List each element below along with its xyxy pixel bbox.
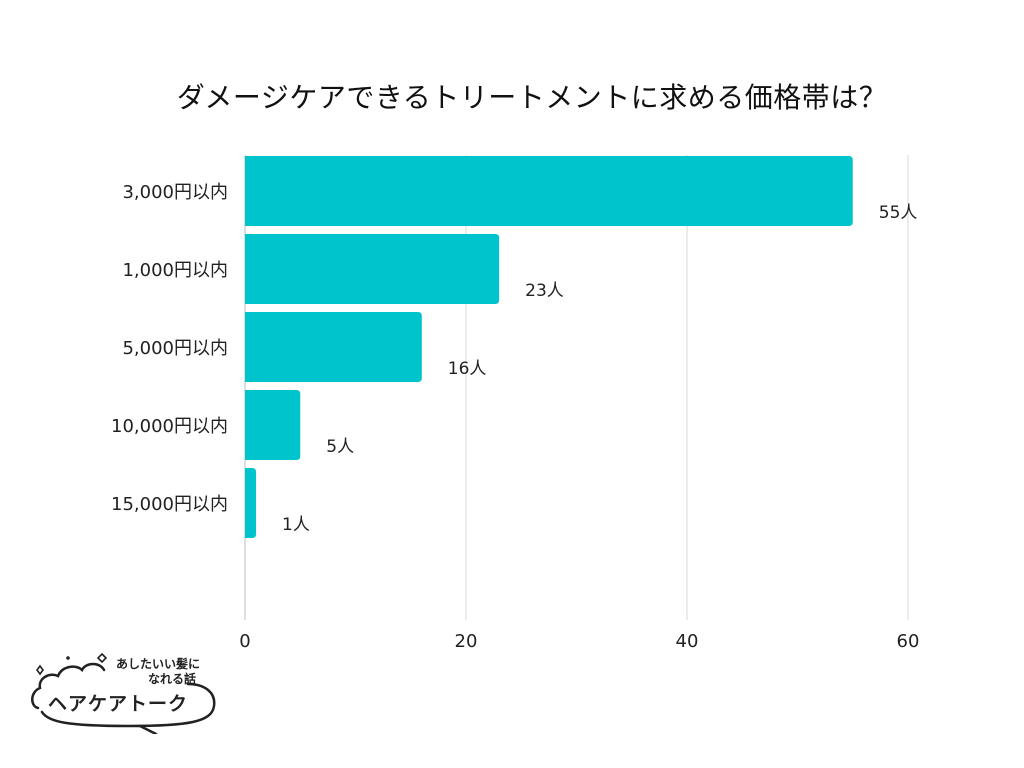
category-label: 15,000円以内 [111, 494, 228, 515]
chart-title: ダメージケアできるトリートメントに求める価格帯は？ [176, 81, 888, 114]
x-tick-label: 60 [897, 631, 920, 652]
bar [245, 390, 301, 460]
logo-tagline-2: なれる話 [148, 671, 196, 686]
category-label: 10,000円以内 [111, 416, 228, 437]
x-tick-label: 0 [239, 631, 250, 652]
category-labels: 3,000円以内 1,000円以内 5,000円以内 10,000円以内 15,000円… [111, 182, 228, 515]
logo-tagline-1: あしたいい髪に [116, 656, 200, 671]
bar [245, 156, 853, 226]
data-label: 1人 [282, 515, 310, 535]
bar [245, 468, 257, 538]
bar [245, 234, 500, 304]
data-label: 16人 [448, 359, 487, 379]
category-label: 3,000円以内 [122, 182, 228, 203]
bar [245, 312, 422, 382]
data-label: 5人 [326, 437, 354, 457]
x-tick-label: 40 [676, 631, 699, 652]
hair-care-talk-logo: あしたいい髪に なれる話 ヘアケアトーク [31, 652, 216, 734]
data-labels: 55人 23人 16人 5人 1人 [282, 203, 917, 535]
gridlines [244, 155, 909, 620]
x-tick-label: 20 [455, 631, 478, 652]
x-axis-ticks: 0 20 40 60 [239, 631, 919, 652]
category-label: 1,000円以内 [122, 260, 228, 281]
data-label: 23人 [525, 281, 564, 301]
category-label: 5,000円以内 [122, 338, 228, 359]
logo-name: ヘアケアトーク [48, 693, 188, 715]
bars [245, 156, 853, 538]
data-label: 55人 [879, 203, 918, 223]
